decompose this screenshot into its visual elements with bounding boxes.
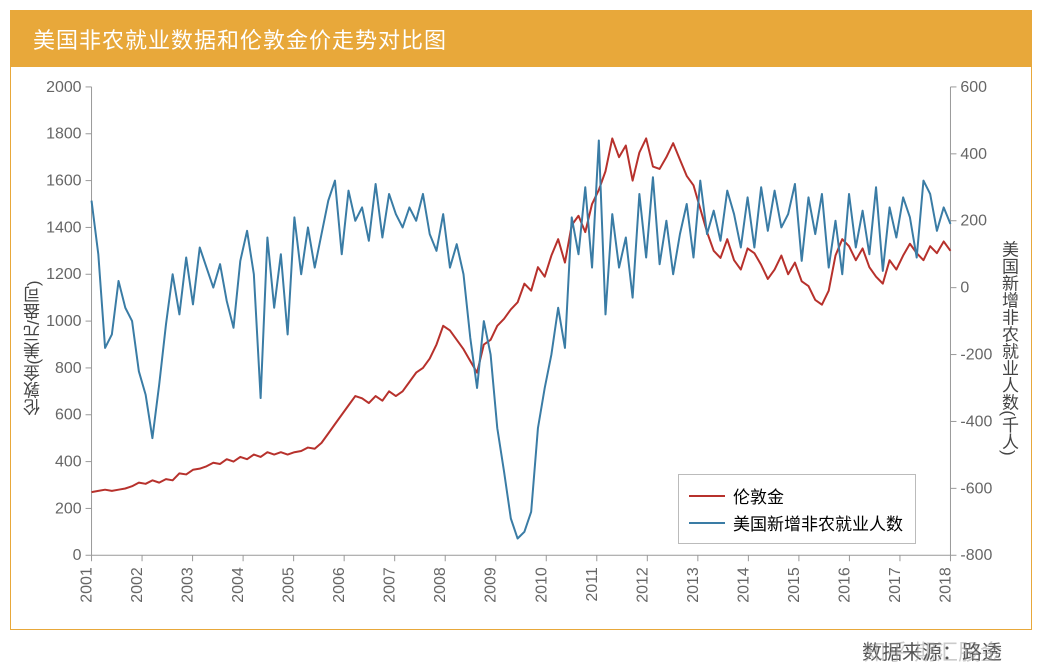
svg-text:400: 400 xyxy=(960,146,987,163)
y-left-axis-label: 伦敦金(美元/盎司) xyxy=(21,280,46,415)
svg-text:2007: 2007 xyxy=(382,567,399,603)
legend-label-gold: 伦敦金 xyxy=(733,483,784,508)
svg-text:2001: 2001 xyxy=(79,567,96,603)
svg-text:1000: 1000 xyxy=(46,313,82,330)
legend-label-nfp: 美国新增非农就业人数 xyxy=(733,510,903,535)
svg-text:2008: 2008 xyxy=(432,567,449,603)
svg-text:2012: 2012 xyxy=(634,567,651,603)
svg-text:1200: 1200 xyxy=(46,266,82,283)
chart-card: 美国非农就业数据和伦敦金价走势对比图 伦敦金(美元/盎司) 美国新增非农就业人数… xyxy=(10,10,1032,630)
chart-svg: 0200400600800100012001400160018002000-80… xyxy=(11,67,1031,629)
svg-text:800: 800 xyxy=(55,360,82,377)
svg-text:200: 200 xyxy=(55,500,82,517)
svg-text:2005: 2005 xyxy=(281,567,298,603)
svg-text:1800: 1800 xyxy=(46,126,82,143)
svg-text:-400: -400 xyxy=(960,413,992,430)
svg-text:2017: 2017 xyxy=(887,567,904,603)
svg-text:1400: 1400 xyxy=(46,219,82,236)
svg-text:2003: 2003 xyxy=(180,567,197,603)
plot-area: 伦敦金(美元/盎司) 美国新增非农就业人数(千人) 0 200 400 600 800 1… xyxy=(11,67,1031,629)
svg-text:2014: 2014 xyxy=(735,567,752,603)
card-title: 美国非农就业数据和伦敦金价走势对比图 xyxy=(33,23,447,55)
svg-text:600: 600 xyxy=(960,79,987,96)
svg-text:2000: 2000 xyxy=(46,79,82,96)
legend-swatch-nfp xyxy=(689,522,725,524)
svg-text:400: 400 xyxy=(55,454,82,471)
legend-item-gold: 伦敦金 xyxy=(689,483,903,508)
svg-text:-600: -600 xyxy=(960,480,992,497)
svg-text:200: 200 xyxy=(960,213,987,230)
svg-text:2006: 2006 xyxy=(331,567,348,603)
svg-text:2011: 2011 xyxy=(584,567,601,601)
svg-text:2018: 2018 xyxy=(937,567,954,603)
svg-text:-200: -200 xyxy=(960,347,992,364)
legend-swatch-gold xyxy=(689,495,725,497)
svg-text:2009: 2009 xyxy=(483,567,500,603)
svg-text:2010: 2010 xyxy=(533,567,550,603)
legend-item-nfp: 美国新增非农就业人数 xyxy=(689,510,903,535)
svg-text:2004: 2004 xyxy=(230,567,247,603)
svg-text:1600: 1600 xyxy=(46,173,82,190)
svg-text:2002: 2002 xyxy=(129,567,146,603)
card-header: 美国非农就业数据和伦敦金价走势对比图 xyxy=(11,11,1031,67)
svg-text:600: 600 xyxy=(55,407,82,424)
svg-text:2016: 2016 xyxy=(836,567,853,603)
svg-text:2013: 2013 xyxy=(685,567,702,603)
data-source-label: 数据来源：路透 xyxy=(862,636,1002,665)
svg-text:0: 0 xyxy=(960,280,969,297)
y-right-axis-label: 美国新增非农就业人数(千人) xyxy=(996,240,1021,455)
svg-text:2015: 2015 xyxy=(786,567,803,603)
svg-text:-800: -800 xyxy=(960,547,992,564)
chart-legend: 伦敦金 美国新增非农就业人数 xyxy=(678,474,916,544)
svg-text:0: 0 xyxy=(73,547,82,564)
